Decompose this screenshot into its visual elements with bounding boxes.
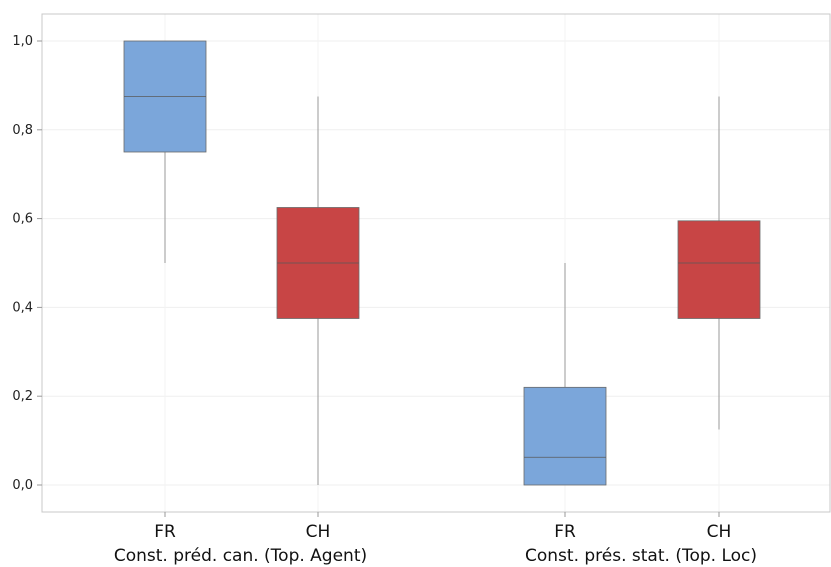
x-category-label: CH <box>707 522 732 542</box>
box-ch-2 <box>677 96 761 430</box>
x-category-label: FR <box>154 522 176 542</box>
x-category-label: FR <box>554 522 576 542</box>
x-group-label: Const. prés. stat. (Top. Loc) <box>525 546 757 566</box>
box-iqr <box>523 386 607 486</box>
y-tick-label: 0,6 <box>12 212 33 227</box>
box-fr-1 <box>123 40 207 263</box>
x-group-label: Const. préd. can. (Top. Agent) <box>114 546 367 566</box>
x-axis: FR CH Const. préd. can. (Top. Agent) FR CH Co… <box>114 512 757 566</box>
y-tick-label: 0,4 <box>12 300 33 315</box>
y-tick-label: 1,0 <box>12 34 33 49</box>
box-fr-2 <box>523 263 607 486</box>
plot-border <box>41 13 831 513</box>
box-layer <box>123 40 761 486</box>
y-tick-label: 0,2 <box>12 389 33 404</box>
box-ch-1 <box>276 96 360 485</box>
y-tick-label: 0,0 <box>12 478 33 493</box>
y-axis: 0,0 0,2 0,4 0,6 0,8 1,0 <box>12 34 42 493</box>
y-tick-label: 0,8 <box>12 123 33 138</box>
x-category-label: CH <box>306 522 331 542</box>
plot-frame <box>41 13 831 513</box>
box-iqr <box>677 220 761 319</box>
